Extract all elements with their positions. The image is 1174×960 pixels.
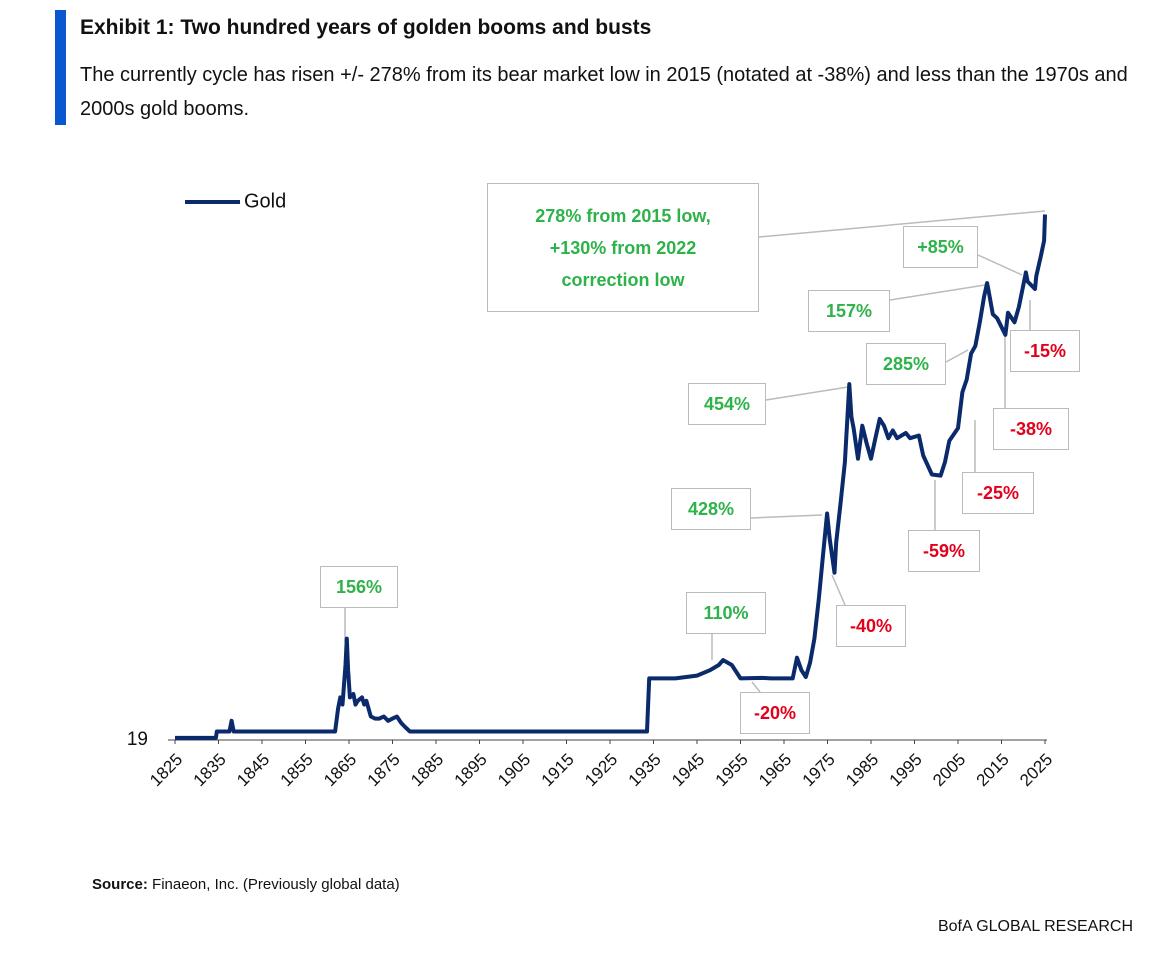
leader-line	[977, 254, 1023, 276]
leader-line	[765, 386, 849, 401]
leader-line	[750, 514, 823, 519]
leader-line	[751, 681, 761, 693]
annotation: -20%	[740, 692, 810, 734]
subtitle: The currently cycle has risen +/- 278% f…	[80, 64, 1128, 120]
annotation: 156%	[320, 566, 398, 608]
x-tick-label: 1845	[233, 750, 273, 790]
annotation: 110%	[686, 592, 766, 634]
x-tick-label: 2015	[973, 750, 1013, 790]
annotation: -25%	[962, 472, 1034, 514]
accent-bar	[55, 10, 66, 125]
x-tick-label: 2005	[929, 750, 969, 790]
title: Exhibit 1: Two hundred years of golden b…	[80, 16, 652, 39]
annotation: 157%	[808, 290, 890, 332]
source-label: Source:	[92, 876, 148, 893]
x-tick-label: 1835	[190, 750, 230, 790]
x-tick-label: 1895	[451, 750, 491, 790]
annotation: 428%	[671, 488, 751, 530]
x-tick-label: 1855	[277, 750, 317, 790]
annotation: -15%	[1010, 330, 1080, 372]
leader-line	[758, 210, 1046, 238]
leader-line	[945, 349, 969, 363]
x-tick-label: 2025	[1016, 750, 1056, 790]
source: Source: Finaeon, Inc. (Previously global…	[92, 876, 400, 893]
x-tick-label: 1995	[886, 750, 926, 790]
x-tick-label: 1985	[842, 750, 882, 790]
x-tick-label: 1915	[538, 750, 578, 790]
source-text: Finaeon, Inc. (Previously global data)	[152, 876, 400, 893]
leader-line	[889, 284, 986, 301]
x-tick-label: 1885	[407, 750, 447, 790]
annotation: 285%	[866, 343, 946, 385]
legend-label: Gold	[244, 190, 286, 212]
x-tick-label: 1965	[755, 750, 795, 790]
y-tick-label: 19	[127, 729, 148, 750]
annotation: +85%	[903, 226, 978, 268]
annotation: -40%	[836, 605, 906, 647]
x-tick-label: 1865	[320, 750, 360, 790]
x-tick-label: 1945	[668, 750, 708, 790]
annotation: -59%	[908, 530, 980, 572]
gold-line	[175, 214, 1047, 740]
x-tick-label: 1905	[494, 750, 534, 790]
x-tick-label: 1825	[146, 750, 186, 790]
x-tick-label: 1955	[712, 750, 752, 790]
annotation: 278% from 2015 low, +130% from 2022 corr…	[487, 183, 759, 312]
x-tick-label: 1925	[581, 750, 621, 790]
annotation: 454%	[688, 383, 766, 425]
x-tick-label: 1975	[799, 750, 839, 790]
x-tick-label: 1875	[364, 750, 404, 790]
x-tick-label: 1935	[625, 750, 665, 790]
brand: BofA GLOBAL RESEARCH	[937, 918, 1133, 935]
annotation: -38%	[993, 408, 1069, 450]
leader-line	[831, 574, 846, 606]
